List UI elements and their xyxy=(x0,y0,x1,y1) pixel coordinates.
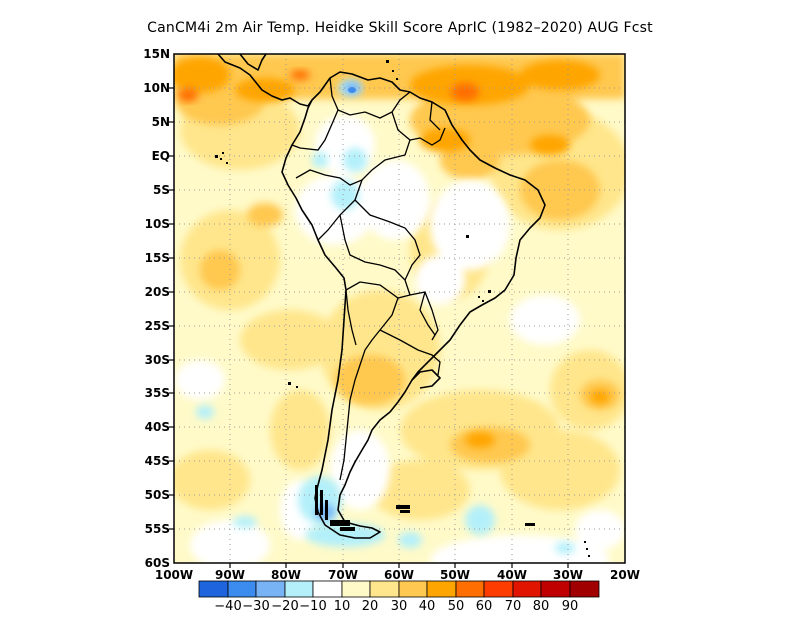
colorbar-label: 50 xyxy=(447,599,465,614)
shaded-field xyxy=(174,54,625,563)
country-borders xyxy=(291,77,446,481)
lon-label: 100W xyxy=(154,568,194,582)
colorbar-label: 20 xyxy=(361,599,379,614)
colorbar-swatch-11 xyxy=(483,580,514,598)
colorbar xyxy=(198,580,600,598)
lat-label: 20S xyxy=(144,285,170,299)
lat-label: 10N xyxy=(143,81,170,95)
colorbar-swatch-2 xyxy=(227,580,257,598)
colorbar-swatch-3 xyxy=(255,580,286,598)
colorbar-swatch-10 xyxy=(455,580,485,598)
grid-lines xyxy=(174,54,625,563)
map-title: CanCM4i 2m Air Temp. Heidke Skill Score … xyxy=(147,20,653,36)
colorbar-label: 30 xyxy=(390,599,408,614)
colorbar-label: 90 xyxy=(561,599,579,614)
colorbar-swatch-1 xyxy=(198,580,229,598)
lat-label: 5N xyxy=(151,115,170,129)
lat-label: 60S xyxy=(144,556,170,570)
lat-label: 40S xyxy=(144,420,170,434)
colorbar-swatch-4 xyxy=(284,580,314,598)
lat-label: 15S xyxy=(144,251,170,265)
lat-label: 30S xyxy=(144,353,170,367)
colorbar-label: 10 xyxy=(333,599,351,614)
lon-label: 70W xyxy=(328,568,358,582)
colorbar-label: 40 xyxy=(418,599,436,614)
lon-label: 80W xyxy=(271,568,301,582)
lat-label: 35S xyxy=(144,386,170,400)
colorbar-label: −10 xyxy=(299,599,327,614)
colorbar-label: 60 xyxy=(475,599,493,614)
lat-label: 15N xyxy=(143,47,170,61)
lat-label: 5S xyxy=(153,183,170,197)
lon-label: 40W xyxy=(497,568,527,582)
colorbar-swatch-13 xyxy=(540,580,571,598)
lat-label: 50S xyxy=(144,488,170,502)
colorbar-label: −30 xyxy=(242,599,270,614)
lon-label: 30W xyxy=(553,568,583,582)
lon-label: 90W xyxy=(215,568,245,582)
colorbar-swatch-14 xyxy=(569,580,600,598)
colorbar-swatch-9 xyxy=(426,580,457,598)
lon-label: 50W xyxy=(440,568,470,582)
colorbar-swatch-6 xyxy=(341,580,371,598)
lat-label: 10S xyxy=(144,217,170,231)
lat-label: EQ xyxy=(151,149,170,163)
lat-label: 55S xyxy=(144,522,170,536)
colorbar-swatch-12 xyxy=(512,580,542,598)
lat-label: 45S xyxy=(144,454,170,468)
colorbar-label: −20 xyxy=(271,599,299,614)
colorbar-swatch-5 xyxy=(312,580,343,598)
lon-label: 20W xyxy=(610,568,640,582)
islands xyxy=(215,60,590,557)
colorbar-swatch-8 xyxy=(398,580,428,598)
lat-label: 25S xyxy=(144,319,170,333)
colorbar-swatch-7 xyxy=(369,580,400,598)
lon-label: 60W xyxy=(384,568,414,582)
axis-ticks xyxy=(169,87,569,568)
coastline xyxy=(217,54,546,539)
colorbar-label: 80 xyxy=(532,599,550,614)
colorbar-label: −40 xyxy=(214,599,242,614)
colorbar-label: 70 xyxy=(504,599,522,614)
